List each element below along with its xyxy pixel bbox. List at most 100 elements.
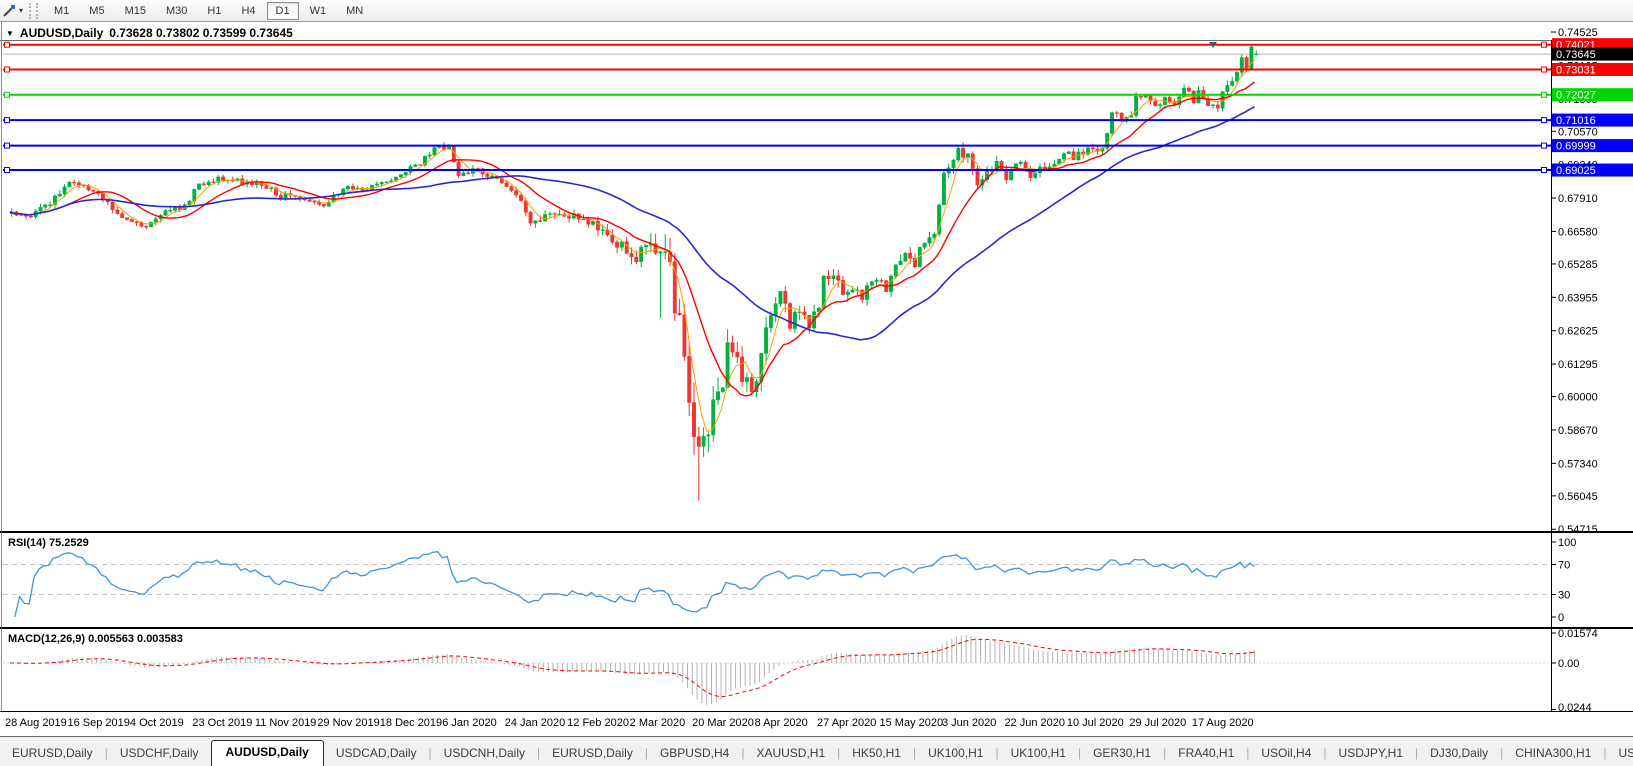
date-axis-label: 24 Jan 2020: [504, 717, 566, 729]
svg-text:0.71016: 0.71016: [1556, 115, 1596, 127]
timeframe-button-h4[interactable]: H4: [241, 4, 256, 17]
macd-indicator-panel: 0.01574 0.00 0.0244 MACD(12,26,9) 0.005563…: [0, 628, 1633, 712]
chart-symbol-label: AUDUSD,Daily: [19, 26, 104, 40]
tab-separator: |: [741, 746, 745, 760]
chart-tab-fra40-h1[interactable]: FRA40,H1: [1178, 746, 1235, 760]
tab-separator: |: [995, 746, 999, 760]
date-axis[interactable]: 28 Aug 2019 16 Sep 2019 4 Oct 2019 23 Oct 2…: [0, 712, 1633, 736]
timeframe-button-m5[interactable]: M5: [89, 4, 105, 17]
chart-tab-usdjpy-h1[interactable]: USDJPY,H1: [1338, 746, 1404, 760]
macd-axis-label: 0.00: [1558, 658, 1579, 670]
drawing-tool-icon[interactable]: [1, 3, 17, 19]
horizontal-line-0.72027[interactable]: [3, 91, 1551, 98]
toolbar-grip-handle[interactable]: [29, 2, 39, 19]
tab-separator: |: [428, 746, 432, 760]
date-axis-label: 17 Aug 2020: [1191, 717, 1254, 729]
price-axis-label: 0.74525: [1558, 27, 1598, 39]
tab-separator: |: [1603, 746, 1607, 760]
macd-panel-canvas[interactable]: 0.01574 0.00 0.0244: [0, 628, 1633, 712]
price-axis-label: 0.63955: [1558, 292, 1598, 304]
chart-tab-hk50-h1[interactable]: HK50,H1: [852, 746, 901, 760]
tab-separator: |: [1500, 746, 1504, 760]
date-axis-label: 2 Mar 2020: [629, 717, 686, 729]
chart-shift-marker[interactable]: [1209, 42, 1217, 48]
price-axis-label: 0.66580: [1558, 226, 1598, 238]
tab-separator: |: [104, 746, 108, 760]
horizontal-line-0.73031[interactable]: [3, 66, 1551, 73]
chart-menu-icon[interactable]: ▼: [6, 28, 14, 38]
timeframe-button-m1[interactable]: M1: [54, 4, 70, 17]
chart-tab-usdcnh-daily[interactable]: USDCNH,Daily: [443, 746, 526, 760]
timeframe-button-h1[interactable]: H1: [207, 4, 222, 17]
rsi-line: [14, 551, 1255, 618]
line-drag-handle[interactable]: [4, 142, 10, 149]
price-axis-label: 0.56045: [1558, 491, 1598, 503]
tab-separator: |: [1077, 746, 1082, 760]
date-axis-label: 3 Jun 2020: [941, 717, 997, 729]
line-drag-handle[interactable]: [1541, 117, 1547, 124]
chart-tab-uk100-h1[interactable]: UK100,H1: [928, 746, 984, 760]
chart-tab-usoil-h1[interactable]: USOil,H1: [1618, 746, 1633, 760]
horizontal-line-0.69999[interactable]: [3, 142, 1551, 149]
macd-axis-label: 0.0244: [1558, 702, 1592, 712]
chart-tab-usdchf-daily[interactable]: USDCHF,Daily: [119, 746, 199, 760]
rsi-panel-canvas[interactable]: 100 70 30 0: [0, 532, 1633, 628]
chart-tab-china300-h1[interactable]: CHINA300,H1: [1515, 746, 1592, 760]
chart-tab-ger30-h1[interactable]: GER30,H1: [1093, 746, 1152, 760]
timeframe-button-m30[interactable]: M30: [165, 4, 188, 17]
chart-tab-xauusd-h1[interactable]: XAUUSD,H1: [756, 746, 826, 760]
line-drag-handle[interactable]: [1541, 41, 1547, 48]
price-axis-label: 0.57340: [1558, 458, 1598, 470]
date-axis-label: 28 Aug 2019: [5, 717, 67, 729]
price-axis-label: 0.61295: [1558, 359, 1598, 371]
date-axis-label: 6 Jan 2020: [442, 717, 497, 729]
price-line-label: 0.69999: [1552, 139, 1633, 153]
chart-tab-eurusd-daily[interactable]: EURUSD,Daily: [12, 746, 93, 760]
price-axis-label: 0.62625: [1558, 326, 1598, 338]
date-axis-label: 27 Apr 2020: [817, 717, 877, 729]
horizontal-line-0.74021[interactable]: [3, 41, 1551, 48]
rsi-indicator-panel: 100 70 30 0 RSI(14) 75.2529: [0, 532, 1633, 628]
line-drag-handle[interactable]: [1541, 91, 1547, 98]
chart-tab-gbpusd-h4[interactable]: GBPUSD,H4: [659, 746, 730, 760]
line-drag-handle[interactable]: [4, 167, 10, 173]
line-drag-handle[interactable]: [4, 41, 10, 48]
macd-indicator-label: MACD(12,26,9) 0.005563 0.003583: [8, 633, 183, 645]
timeframes-toolbar: ▾ M1 M5 M15 M30 H1 H4 D1 W1 MN: [0, 0, 1633, 22]
price-axis-label: 0.58670: [1558, 425, 1598, 437]
timeframe-button-m15[interactable]: M15: [124, 4, 146, 17]
chart-tab-uk100-h1[interactable]: UK100,H1: [1010, 746, 1066, 760]
line-drag-handle[interactable]: [4, 66, 10, 73]
horizontal-line-0.69025[interactable]: [3, 167, 1551, 173]
price-line-label: 0.73645: [1552, 47, 1633, 61]
timeframe-button-d1[interactable]: D1: [266, 1, 299, 20]
chart-tab-eurusd-daily[interactable]: EURUSD,Daily: [552, 746, 633, 760]
timeframe-button-mn[interactable]: MN: [346, 4, 364, 17]
price-axis-label: 0.54715: [1558, 524, 1598, 532]
rsi-axis-label: 30: [1558, 590, 1570, 602]
line-drag-handle[interactable]: [1541, 66, 1547, 73]
toolbar-dropdown-arrow-icon[interactable]: ▾: [19, 6, 24, 15]
tab-separator: |: [1415, 746, 1419, 760]
macd-signal-line: [10, 638, 1255, 698]
timeframe-button-w1[interactable]: W1: [309, 4, 327, 17]
price-axis-label: 0.65285: [1558, 259, 1598, 271]
horizontal-line-0.71016[interactable]: [3, 117, 1551, 124]
tab-separator: |: [1246, 746, 1250, 760]
chart-tab-dj30-daily[interactable]: DJ30,Daily: [1430, 746, 1489, 760]
price-chart-canvas[interactable]: 0.745250.731950.718650.705700.692400.679…: [0, 22, 1633, 532]
chart-tab-usoil-h4[interactable]: USOil,H4: [1261, 746, 1312, 760]
macd-histogram: [14, 635, 1255, 705]
date-axis-label: 15 May 2020: [879, 717, 944, 729]
date-axis-label: 4 Oct 2019: [129, 717, 184, 729]
rsi-axis-label: 100: [1558, 537, 1576, 549]
line-drag-handle[interactable]: [4, 91, 10, 98]
date-axis-label: 12 Feb 2020: [567, 717, 629, 729]
svg-text:0.69025: 0.69025: [1556, 165, 1596, 177]
chart-tab-audusd-daily[interactable]: AUDUSD,Daily: [210, 740, 324, 766]
chart-tab-usdcad-daily[interactable]: USDCAD,Daily: [335, 746, 417, 760]
line-drag-handle[interactable]: [1541, 167, 1547, 173]
line-drag-handle[interactable]: [4, 117, 10, 124]
line-drag-handle[interactable]: [1541, 142, 1547, 149]
